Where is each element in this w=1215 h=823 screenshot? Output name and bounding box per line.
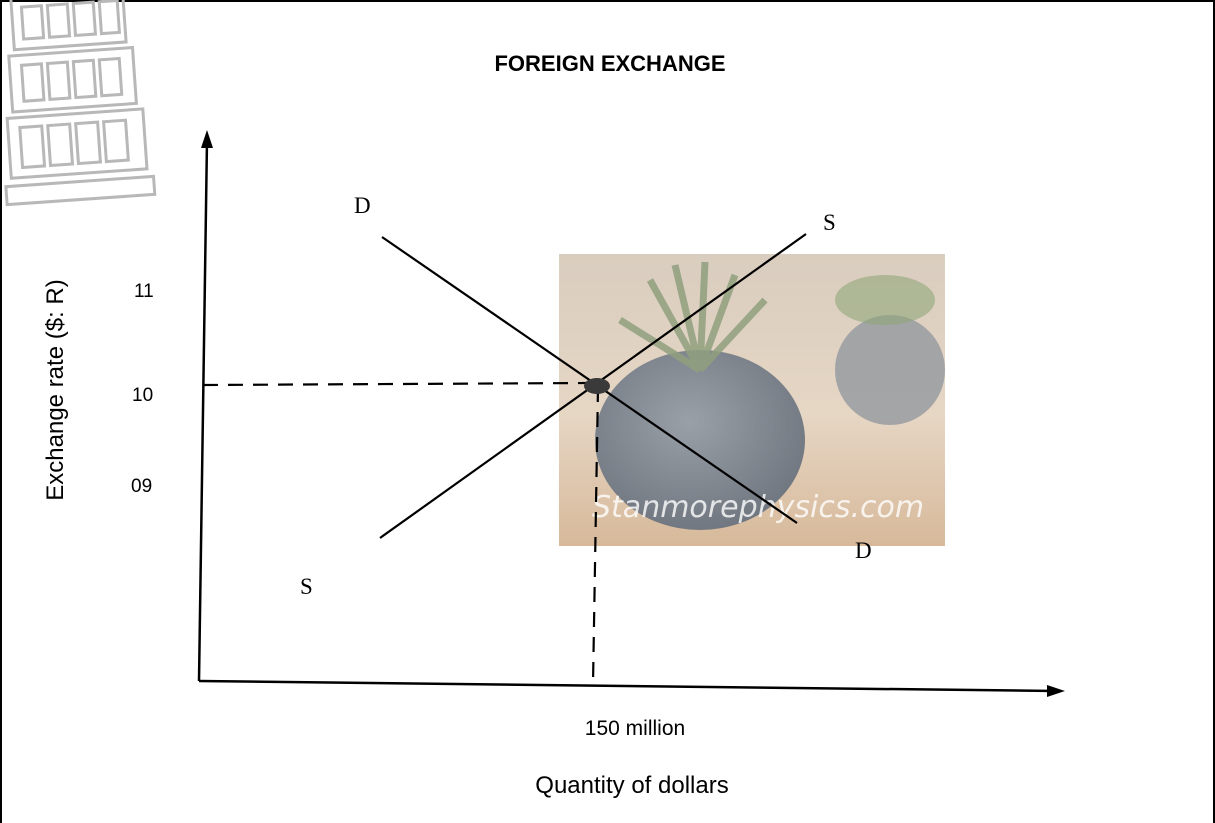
y-axis — [197, 139, 209, 682]
x-tick-label: 150 million — [585, 717, 685, 740]
demand-curve-start-label: D — [354, 193, 371, 218]
equilibrium-rate-guide — [202, 381, 593, 387]
y-tick-label: 09 — [131, 476, 152, 497]
y-axis-label: Exchange rate ($: R) — [42, 279, 69, 500]
x-axis-label: Quantity of dollars — [535, 772, 728, 799]
y-tick-label: 10 — [132, 385, 153, 406]
supply-curve-end-label: S — [823, 210, 836, 235]
y-axis-arrow — [201, 130, 213, 148]
demand-curve-end-label: D — [855, 538, 872, 563]
chart-title: FOREIGN EXCHANGE — [494, 51, 725, 76]
y-tick-label: 11 — [134, 281, 154, 302]
equilibrium-point — [584, 378, 610, 394]
x-axis-arrow — [1047, 685, 1065, 697]
x-axis — [198, 679, 1056, 693]
axes — [197, 130, 1065, 697]
leaning-tower-icon — [4, 0, 157, 207]
supply-curve-start-label: S — [300, 574, 313, 599]
